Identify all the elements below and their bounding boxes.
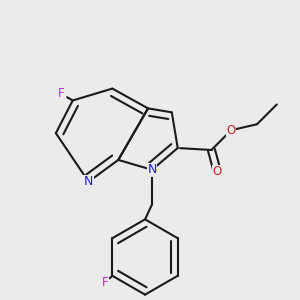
Text: O: O bbox=[213, 165, 222, 178]
Text: F: F bbox=[58, 87, 65, 101]
Text: N: N bbox=[147, 163, 157, 176]
Text: O: O bbox=[226, 124, 236, 137]
Text: F: F bbox=[102, 276, 108, 289]
Text: N: N bbox=[84, 175, 93, 188]
